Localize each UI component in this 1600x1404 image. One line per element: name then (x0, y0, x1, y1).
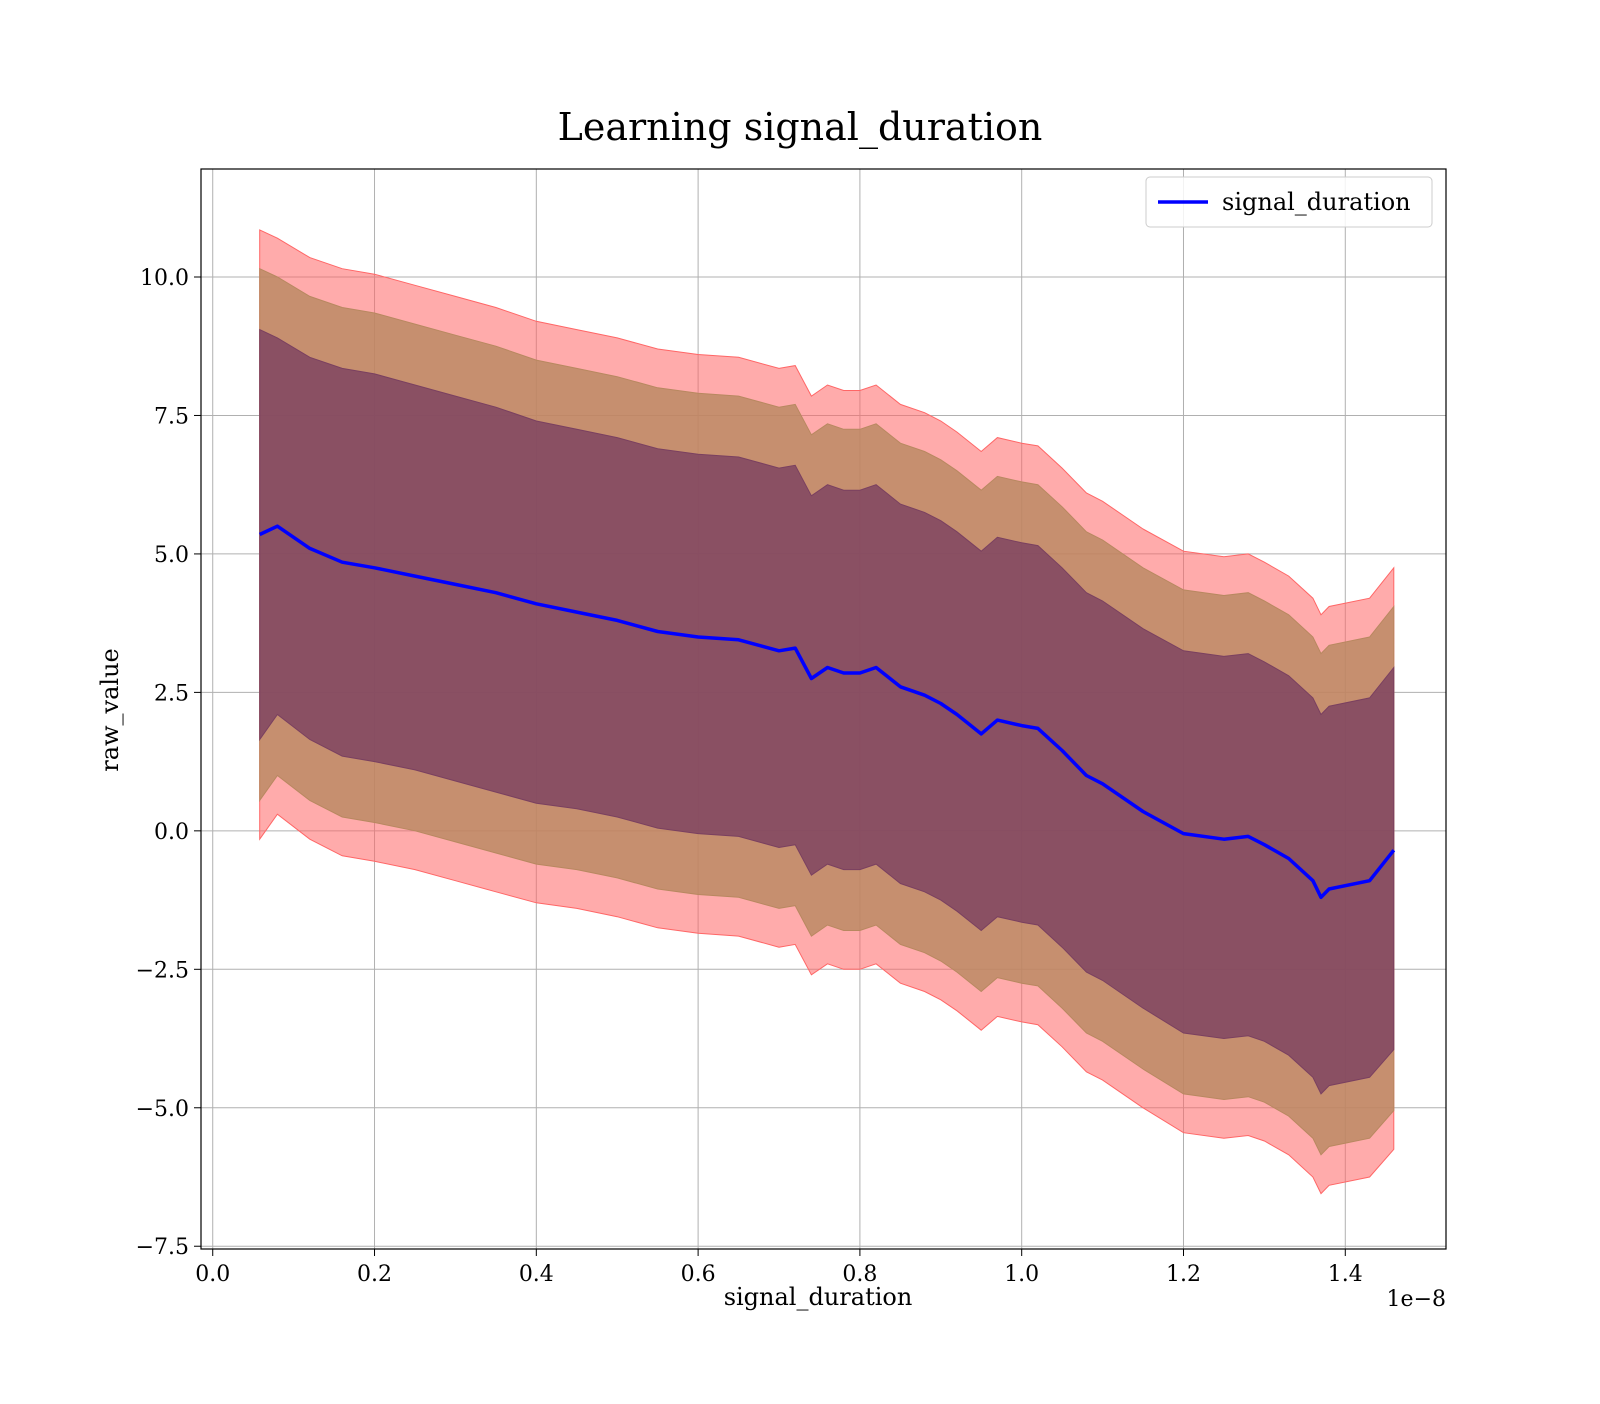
x-tick-label: 1.0 (1004, 1262, 1039, 1287)
x-tick-label: 0.2 (357, 1262, 392, 1287)
y-axis-label: raw_value (96, 648, 124, 772)
series-line-signal-duration (258, 524, 1396, 900)
x-tick-label: 0.8 (842, 1262, 877, 1287)
legend-box (1145, 176, 1433, 228)
x-tick-label: 0.4 (519, 1262, 554, 1287)
y-tick-label: −7.5 (136, 1235, 189, 1260)
y-tick-label: 5.0 (154, 543, 189, 568)
confidence-band-3 (259, 328, 1395, 1095)
y-tick-label: 2.5 (154, 681, 189, 706)
x-axis-label: signal_duration (724, 1283, 913, 1311)
x-tick-label: 0.0 (195, 1262, 230, 1287)
y-tick-label: −2.5 (136, 958, 189, 983)
axes-frame (200, 168, 1447, 1250)
plot-area: 0.0 0.2 0.4 0.6 0.8 1.0 1.2 1.4 −7.5 −5.0 −2.5 0.0 2… (136, 168, 1447, 1287)
legend-label-signal-duration: signal_duration (1222, 188, 1411, 216)
x-tick-label: 0.6 (681, 1262, 716, 1287)
chart-title: Learning signal_duration (558, 105, 1043, 150)
legend: signal_duration (1145, 176, 1433, 228)
y-tick-label: 10.0 (140, 266, 189, 291)
x-offset-label: 1e−8 (1387, 1287, 1446, 1312)
x-tick-label: 1.2 (1166, 1262, 1201, 1287)
y-tick-label: 7.5 (154, 404, 189, 429)
y-tick-label: 0.0 (154, 820, 189, 845)
y-tick-label: −5.0 (136, 1097, 189, 1122)
x-tick-label: 1.4 (1328, 1262, 1363, 1287)
